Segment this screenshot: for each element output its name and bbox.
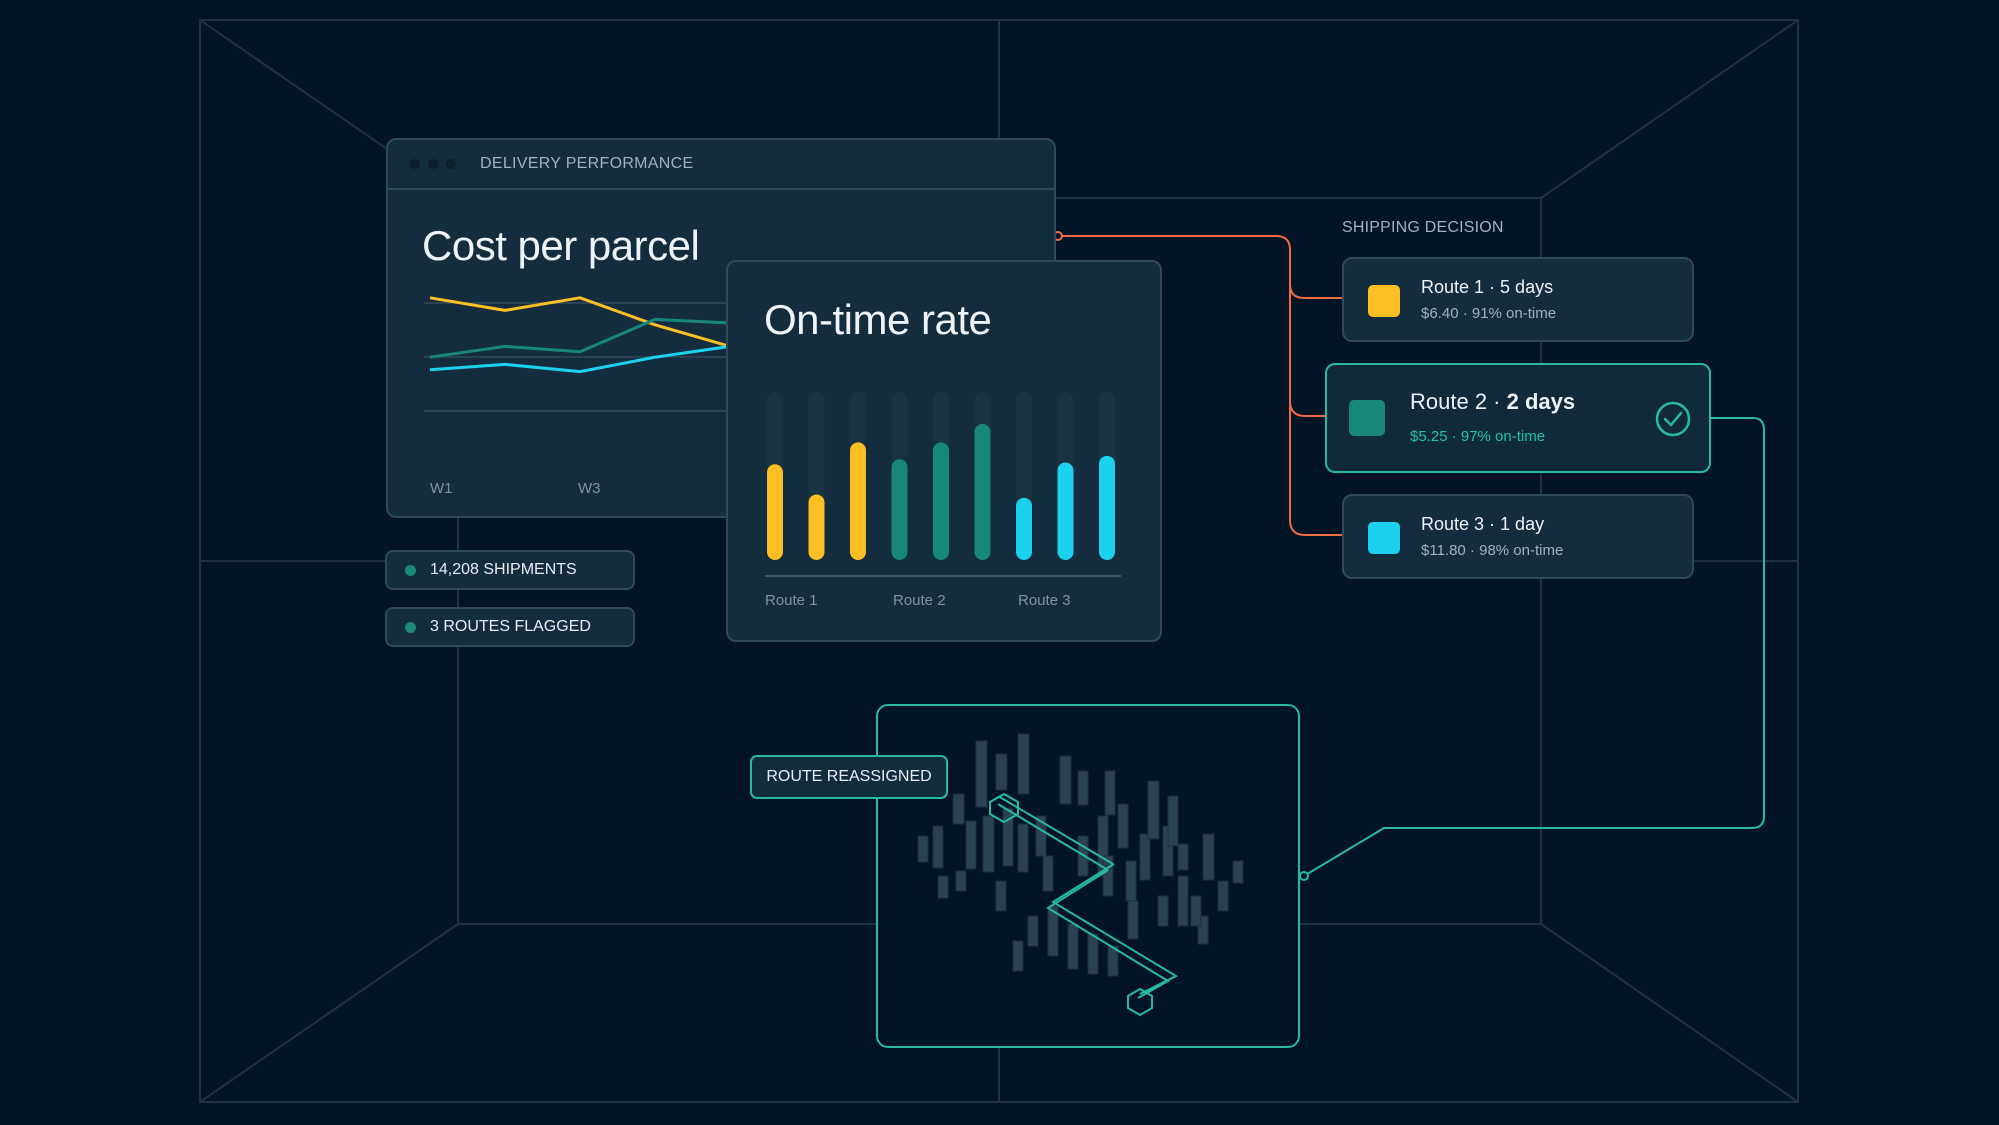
ontime-bar: [974, 423, 991, 560]
ontime-chart-title: On-time rate: [764, 296, 992, 343]
cost-line-chart: [429, 296, 731, 374]
window-dot-icon[interactable]: [410, 159, 420, 169]
teal-connector: [1299, 417, 1765, 881]
cost-chart-title: Cost per parcel: [422, 222, 700, 269]
cost-series-line-3: [429, 344, 731, 374]
ontime-bar: [1099, 455, 1115, 560]
group-label: Route 3: [1018, 592, 1071, 609]
group-label: Route 2: [893, 592, 946, 609]
route-name: Route 3 · 1 day: [1421, 514, 1545, 534]
route-color-swatch: [1368, 522, 1400, 554]
route-reassigned-badge: ROUTE REASSIGNED: [750, 755, 948, 799]
window-title: DELIVERY PERFORMANCE: [480, 155, 694, 172]
route-color-swatch: [1349, 400, 1385, 436]
grid-line: [424, 356, 754, 358]
grid-line: [424, 410, 754, 412]
check-circle-icon: [1655, 401, 1691, 437]
group-label: Route 1: [765, 592, 818, 609]
route-option-2[interactable]: Route 2 · 2 days $5.25 · 97% on-time: [1325, 363, 1711, 473]
status-dot-icon: [405, 621, 416, 633]
route-name-prefix: Route 2 ·: [1410, 389, 1507, 414]
window-titlebar: DELIVERY PERFORMANCE: [388, 140, 1054, 190]
window-dot-icon[interactable]: [428, 159, 438, 169]
grid-line: [424, 302, 754, 304]
route-name: Route 1 · 5 days: [1421, 277, 1554, 297]
stat-routes-flagged: 3 ROUTES FLAGGED: [385, 607, 635, 647]
route-name: Route 2 · 2 days: [1410, 389, 1575, 415]
status-dot-icon: [405, 564, 416, 576]
ontime-bar: [808, 494, 825, 560]
ontime-bar: [850, 442, 866, 560]
route-detail: $5.25 · 97% on-time: [1410, 428, 1546, 445]
ontime-bar-chart: [765, 392, 1121, 577]
isometric-city-illustration: [917, 733, 1244, 1017]
route-detail: $6.40 · 91% on-time: [1421, 305, 1557, 322]
x-tick-label: W3: [578, 480, 601, 497]
stat-label: 14,208 SHIPMENTS: [430, 561, 577, 578]
route-option-3[interactable]: Route 3 · 1 day $11.80 · 98% on-time: [1342, 494, 1694, 579]
window-dot-icon[interactable]: [446, 159, 456, 169]
stat-shipments: 14,208 SHIPMENTS: [385, 550, 635, 590]
ontime-bar: [1016, 497, 1032, 560]
cost-series-line-2: [429, 317, 731, 359]
shipping-decision-label: SHIPPING DECISION: [1342, 219, 1504, 236]
stat-label: 3 ROUTES FLAGGED: [430, 618, 591, 635]
ontime-bar: [767, 464, 783, 560]
x-tick-label: W1: [430, 480, 453, 497]
ontime-bar: [933, 442, 949, 560]
orange-connectors: [1053, 231, 1343, 536]
ontime-bar: [891, 459, 908, 560]
cost-series-line-1: [429, 296, 731, 348]
route-color-swatch: [1368, 285, 1400, 317]
route-detail: $11.80 · 98% on-time: [1421, 542, 1564, 559]
ontime-rate-card: On-time rate Route 1 Route 2 Route 3: [726, 260, 1162, 642]
route-name-emphasis: 2 days: [1506, 389, 1576, 414]
route-option-1[interactable]: Route 1 · 5 days $6.40 · 91% on-time: [1342, 257, 1694, 342]
ontime-bar: [1057, 462, 1074, 560]
